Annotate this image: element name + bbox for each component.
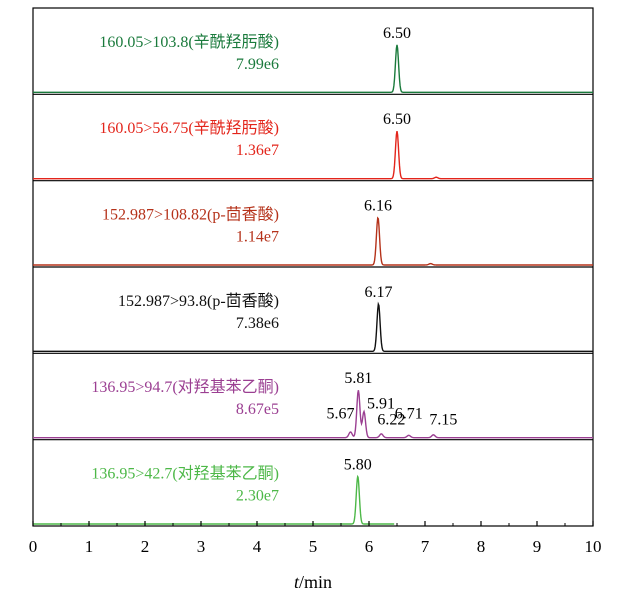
x-tick-label: 5 xyxy=(309,537,318,556)
transition-label: 160.05>103.8(辛酰羟肟酸) xyxy=(99,33,279,51)
peak-label: 5.67 xyxy=(327,405,355,422)
peak-label: 6.17 xyxy=(365,284,393,301)
chromatogram-trace xyxy=(33,216,593,266)
panel-3: 6.16 152.987>108.82(p-茴香酸) 1.14e7 xyxy=(33,198,593,268)
peak-label: 6.50 xyxy=(383,111,411,128)
x-axis-variable: t xyxy=(294,572,300,592)
peak-label: 7.15 xyxy=(429,411,457,428)
transition-label: 152.987>108.82(p-茴香酸) xyxy=(102,206,279,224)
peak-label: 6.50 xyxy=(383,25,411,42)
intensity-label: 7.38e6 xyxy=(236,315,279,332)
transition-label: 136.95>94.7(对羟基苯乙酮) xyxy=(91,378,279,396)
peak-label: 5.81 xyxy=(344,370,372,387)
chromatogram-trace xyxy=(33,474,395,525)
x-axis: 0 1 2 3 4 5 6 7 8 9 10 xyxy=(29,521,602,556)
peak-label: 5.80 xyxy=(344,457,372,474)
x-tick-label: 10 xyxy=(585,537,602,556)
x-tick-label: 7 xyxy=(421,537,430,556)
transition-label: 136.95>42.7(对羟基苯乙酮) xyxy=(91,465,279,483)
x-tick-label: 9 xyxy=(533,537,542,556)
x-axis-unit: /min xyxy=(299,572,332,592)
transition-label: 152.987>93.8(p-茴香酸) xyxy=(118,292,279,310)
peak-label: 5.91 xyxy=(367,396,395,413)
intensity-label: 1.36e7 xyxy=(236,142,279,159)
intensity-label: 8.67e5 xyxy=(236,401,279,418)
peak-label: 6.22 xyxy=(377,411,405,428)
x-tick-label: 3 xyxy=(197,537,206,556)
x-tick-label: 8 xyxy=(477,537,486,556)
x-tick-label: 2 xyxy=(141,537,150,556)
panel-5: 5.67 5.81 5.916.226.71 7.15 136.95>94.7(对羟基苯… xyxy=(33,370,593,441)
chromatogram-trace xyxy=(33,44,593,94)
x-tick-label: 6 xyxy=(365,537,374,556)
panel-4: 6.17 152.987>93.8(p-茴香酸) 7.38e6 xyxy=(33,284,593,354)
x-tick-label: 1 xyxy=(85,537,94,556)
intensity-label: 7.99e6 xyxy=(236,56,279,73)
x-tick-label: 4 xyxy=(253,537,262,556)
peak-label: 6.71 xyxy=(395,405,423,422)
x-tick-label: 0 xyxy=(29,537,38,556)
panel-2: 6.50 160.05>56.75(辛酰羟肟酸) 1.36e7 xyxy=(33,111,593,182)
panel-1: 6.50 160.05>103.8(辛酰羟肟酸) 7.99e6 xyxy=(33,25,593,95)
transition-label: 160.05>56.75(辛酰羟肟酸) xyxy=(99,119,279,137)
x-axis-title: t/min xyxy=(294,572,332,592)
intensity-label: 1.14e7 xyxy=(236,229,279,246)
chromatogram-panels: 6.50 160.05>103.8(辛酰羟肟酸) 7.99e6 6.50 160.05>… xyxy=(33,25,593,525)
chromatogram-trace xyxy=(33,390,593,439)
intensity-label: 2.30e7 xyxy=(236,488,279,505)
panel-6: 5.80 136.95>42.7(对羟基苯乙酮) 2.30e7 xyxy=(33,457,395,525)
chromatogram-trace xyxy=(33,131,593,180)
chromatogram-trace xyxy=(33,301,593,353)
peak-label: 6.16 xyxy=(364,198,392,215)
